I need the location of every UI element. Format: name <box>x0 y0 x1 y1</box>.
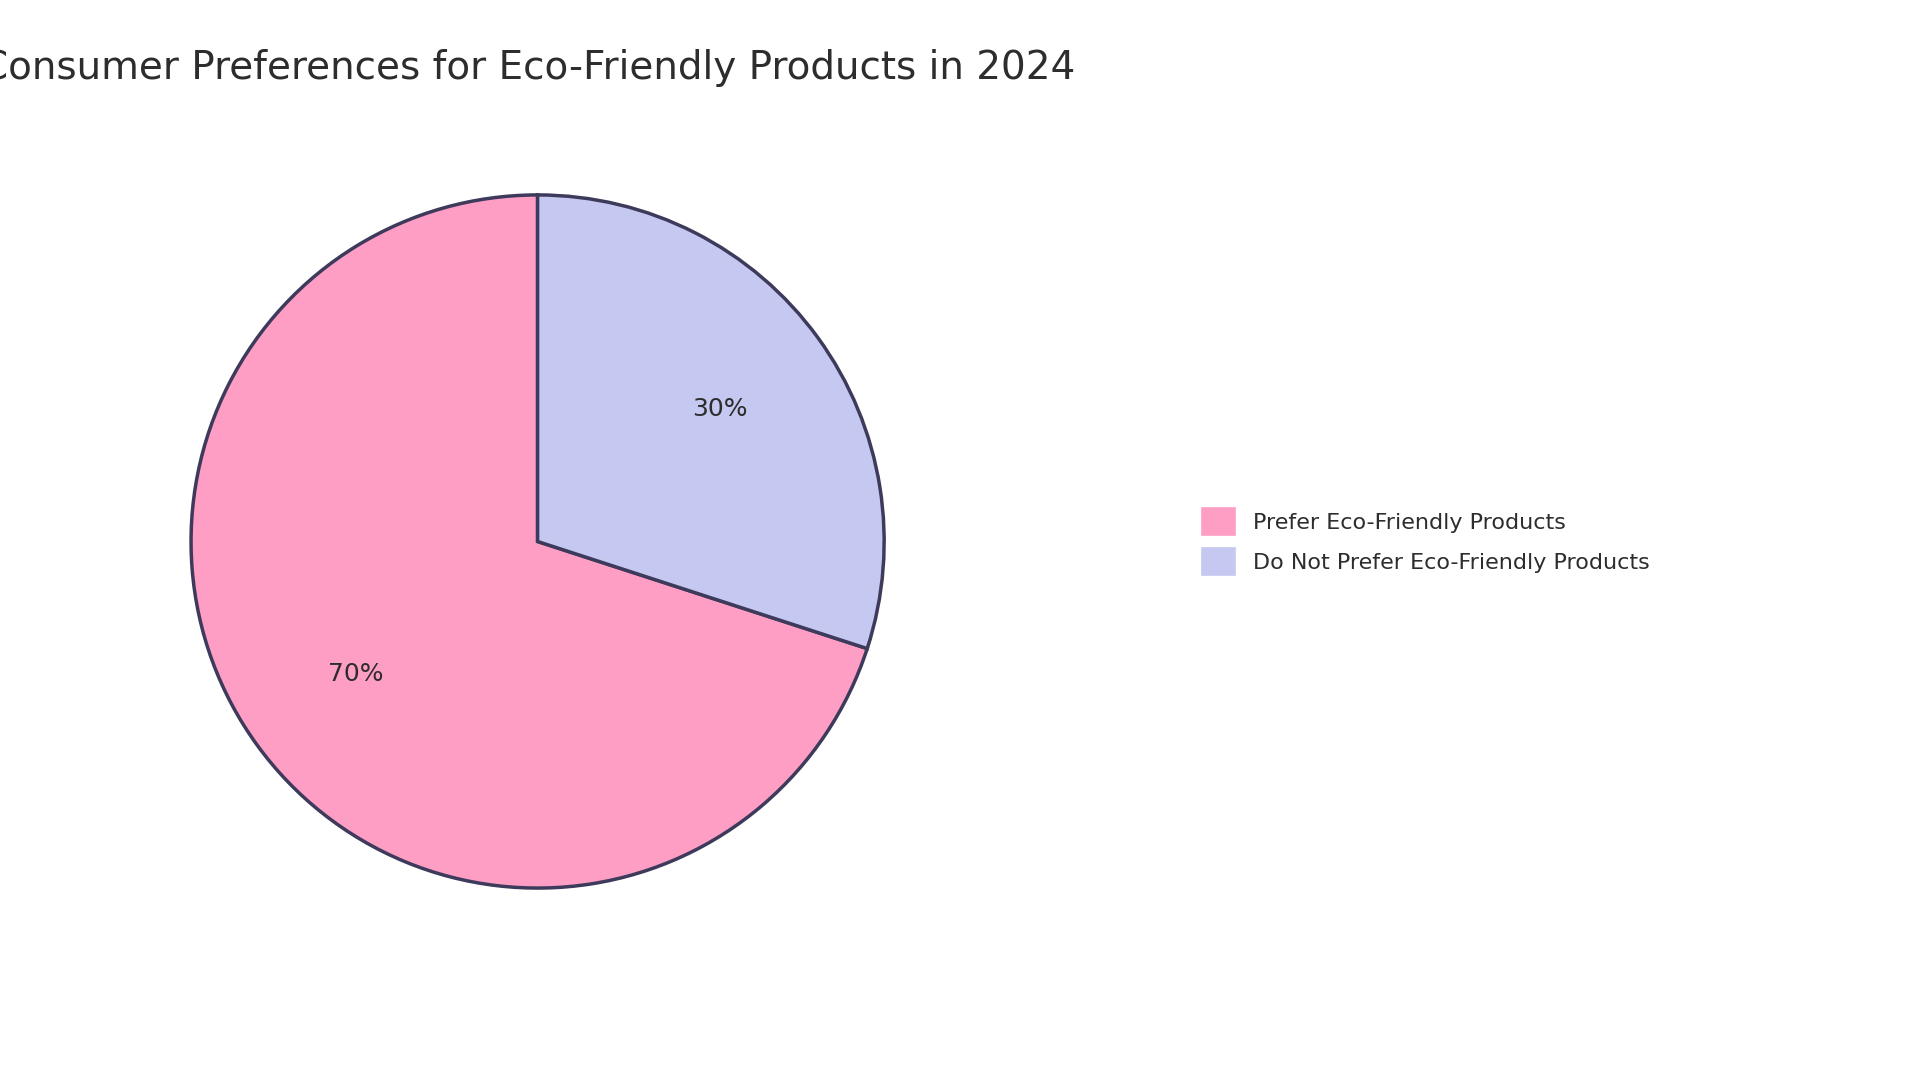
Text: Consumer Preferences for Eco-Friendly Products in 2024: Consumer Preferences for Eco-Friendly Pr… <box>0 49 1075 87</box>
Text: 70%: 70% <box>328 662 384 686</box>
Wedge shape <box>538 195 883 649</box>
Wedge shape <box>192 195 868 888</box>
Legend: Prefer Eco-Friendly Products, Do Not Prefer Eco-Friendly Products: Prefer Eco-Friendly Products, Do Not Pre… <box>1202 508 1649 575</box>
Text: 30%: 30% <box>691 397 747 421</box>
